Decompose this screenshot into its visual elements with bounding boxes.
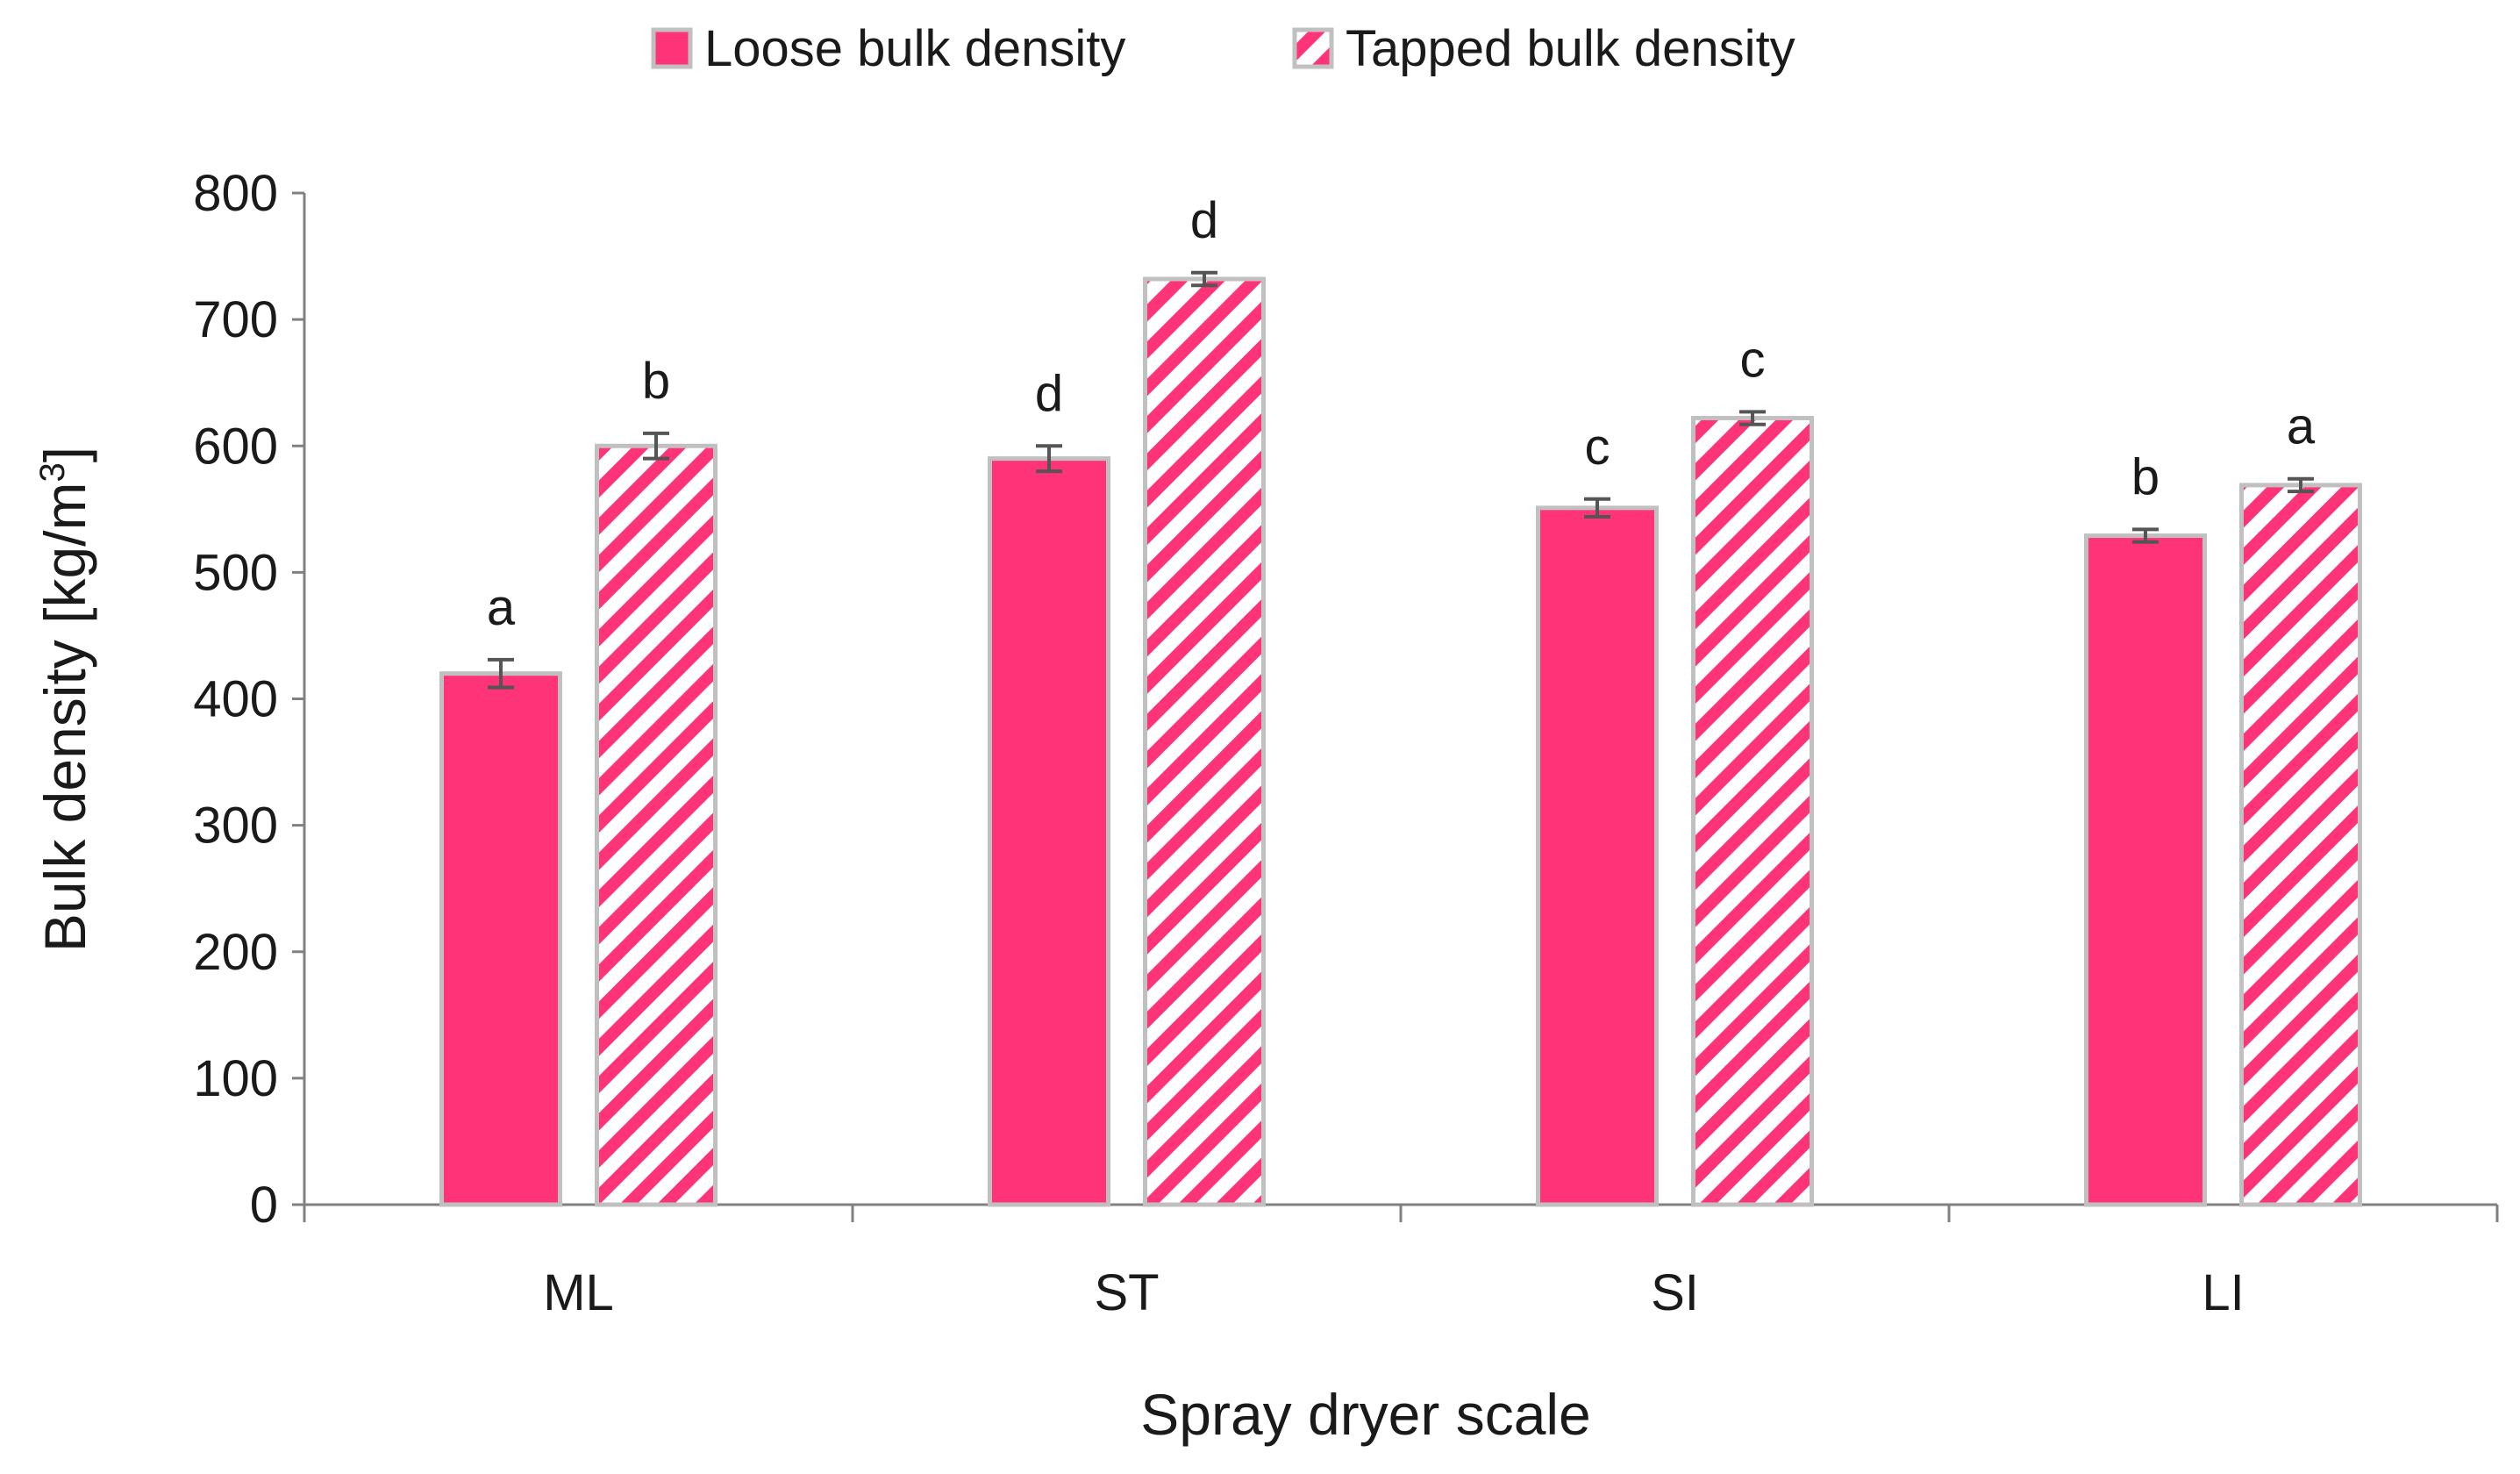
- error-bar: [1584, 497, 1610, 519]
- legend-label-loose: Loose bulk density: [704, 20, 1125, 77]
- y-tick-label: 600: [193, 418, 278, 475]
- significance-letters: a d c b b d c a: [487, 192, 2316, 636]
- loose-bar-si: [1536, 505, 1659, 1207]
- y-tick-label: 700: [193, 291, 278, 348]
- x-tick-label: ML: [543, 1264, 614, 1321]
- significance-letter: d: [1190, 192, 1218, 249]
- error-bar: [1191, 270, 1217, 288]
- error-bars: [488, 270, 2314, 690]
- x-axis-ticks: ML ST SI LI: [303, 1205, 2499, 1321]
- x-axis-title: Spray dryer scale: [1140, 1382, 1591, 1447]
- x-tick-label: ST: [1094, 1264, 1159, 1321]
- x-tick-label: LI: [2202, 1264, 2244, 1321]
- error-bar: [1036, 444, 1062, 474]
- tapped-bar-li: [2239, 483, 2362, 1207]
- x-tick-label: SI: [1651, 1264, 1699, 1321]
- loose-bar-li: [2084, 533, 2207, 1207]
- significance-letter: b: [642, 353, 670, 410]
- legend-swatch-tapped: [1292, 27, 1334, 69]
- error-bar: [488, 657, 514, 690]
- tapped-bar-ml: [595, 443, 717, 1207]
- y-tick-label: 400: [193, 671, 278, 728]
- significance-letter: a: [487, 579, 516, 636]
- loose-bar-st: [988, 456, 1110, 1207]
- legend-label-tapped: Tapped bulk density: [1346, 20, 1795, 77]
- tapped-bar-st: [1143, 276, 1266, 1207]
- y-axis-title: Bulk density [kg/m3]: [32, 447, 97, 952]
- y-tick-label: 500: [193, 544, 278, 601]
- significance-letter: c: [1740, 331, 1766, 388]
- y-tick-label: 800: [193, 165, 278, 222]
- legend-swatch-loose: [651, 27, 693, 69]
- loose-bar-ml: [439, 671, 562, 1207]
- tapped-bar-si: [1691, 416, 1814, 1207]
- significance-letter: b: [2131, 448, 2159, 505]
- y-tick-label: 200: [193, 924, 278, 981]
- significance-letter: d: [1035, 365, 1063, 422]
- legend: Loose bulk density Tapped bulk density: [651, 20, 1795, 77]
- y-axis-ticks: 0 100 200 300 400 500 600 700 800: [193, 165, 304, 1234]
- significance-letter: c: [1585, 419, 1610, 476]
- significance-letter: a: [2287, 398, 2316, 455]
- error-bar: [2288, 476, 2314, 494]
- bars: [439, 276, 2362, 1207]
- y-tick-label: 0: [250, 1177, 278, 1234]
- error-bar: [643, 431, 669, 461]
- y-tick-label: 300: [193, 798, 278, 855]
- error-bar: [2132, 527, 2159, 544]
- y-tick-label: 100: [193, 1050, 278, 1107]
- error-bar: [1739, 410, 1766, 426]
